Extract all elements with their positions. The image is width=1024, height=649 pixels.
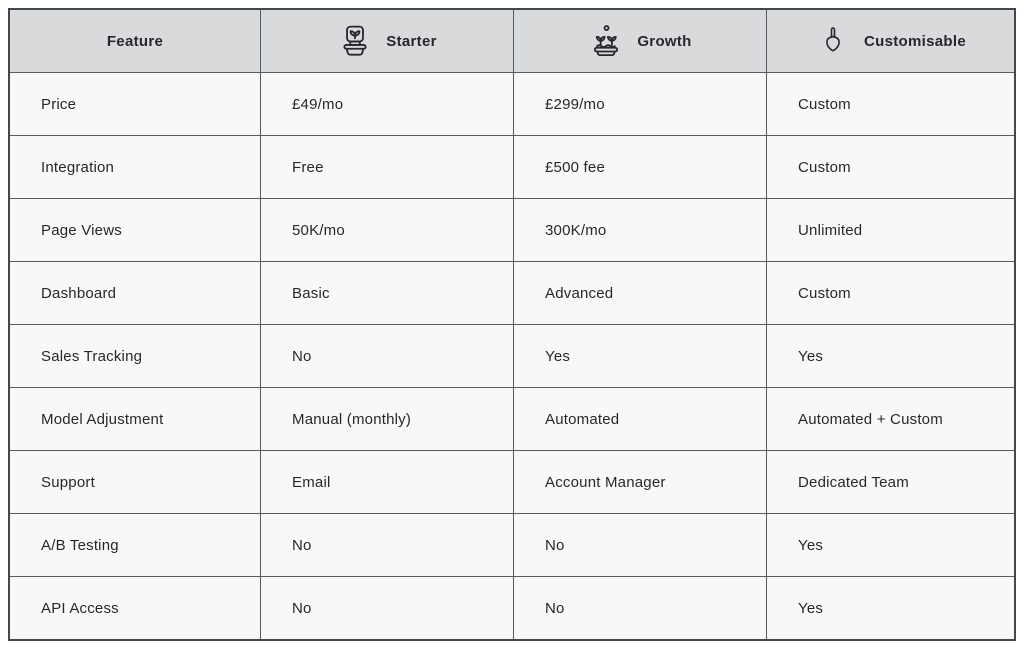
starter-cell: Email (261, 451, 514, 513)
feature-cell: Sales Tracking (10, 325, 261, 387)
feature-cell: A/B Testing (10, 514, 261, 576)
header-growth: Growth (514, 10, 767, 72)
customisable-cell: Custom (767, 73, 1014, 135)
trowel-icon (815, 23, 851, 59)
feature-cell: Model Adjustment (10, 388, 261, 450)
growth-cell: £500 fee (514, 136, 767, 198)
customisable-cell: Yes (767, 325, 1014, 387)
customisable-cell: Yes (767, 514, 1014, 576)
table-row-integration: Integration Free £500 fee Custom (10, 136, 1014, 199)
growth-cell: No (514, 514, 767, 576)
table-row-api-access: API Access No No Yes (10, 577, 1014, 639)
starter-cell: Manual (monthly) (261, 388, 514, 450)
starter-cell: No (261, 577, 514, 639)
feature-cell: API Access (10, 577, 261, 639)
table-row-ab-testing: A/B Testing No No Yes (10, 514, 1014, 577)
starter-cell: 50K/mo (261, 199, 514, 261)
growth-cell: £299/mo (514, 73, 767, 135)
growth-cell: Automated (514, 388, 767, 450)
table-row-support: Support Email Account Manager Dedicated … (10, 451, 1014, 514)
starter-cell: Free (261, 136, 514, 198)
header-customisable-label: Customisable (864, 32, 966, 50)
growth-cell: 300K/mo (514, 199, 767, 261)
growth-cell: Yes (514, 325, 767, 387)
feature-cell: Support (10, 451, 261, 513)
header-feature: Feature (10, 10, 261, 72)
growth-cell: Account Manager (514, 451, 767, 513)
customisable-cell: Yes (767, 577, 1014, 639)
customisable-cell: Unlimited (767, 199, 1014, 261)
header-customisable: Customisable (767, 10, 1014, 72)
customisable-cell: Automated + Custom (767, 388, 1014, 450)
customisable-cell: Dedicated Team (767, 451, 1014, 513)
seedling-propagator-icon (337, 23, 373, 59)
table-row-dashboard: Dashboard Basic Advanced Custom (10, 262, 1014, 325)
table-row-page-views: Page Views 50K/mo 300K/mo Unlimited (10, 199, 1014, 262)
table-row-price: Price £49/mo £299/mo Custom (10, 73, 1014, 136)
customisable-cell: Custom (767, 262, 1014, 324)
starter-cell: No (261, 325, 514, 387)
header-feature-label: Feature (106, 32, 164, 50)
feature-cell: Dashboard (10, 262, 261, 324)
header-starter: Starter (261, 10, 514, 72)
header-starter-label: Starter (386, 32, 437, 50)
table-row-model-adjustment: Model Adjustment Manual (monthly) Automa… (10, 388, 1014, 451)
table-row-sales-tracking: Sales Tracking No Yes Yes (10, 325, 1014, 388)
customisable-cell: Custom (767, 136, 1014, 198)
growth-cell: No (514, 577, 767, 639)
starter-cell: No (261, 514, 514, 576)
growing-plant-icon (588, 23, 624, 59)
feature-cell: Price (10, 73, 261, 135)
feature-cell: Page Views (10, 199, 261, 261)
table-header-row: Feature Starter (10, 10, 1014, 73)
starter-cell: £49/mo (261, 73, 514, 135)
growth-cell: Advanced (514, 262, 767, 324)
starter-cell: Basic (261, 262, 514, 324)
header-growth-label: Growth (637, 32, 692, 50)
pricing-comparison-table: Feature Starter (8, 8, 1016, 641)
feature-cell: Integration (10, 136, 261, 198)
